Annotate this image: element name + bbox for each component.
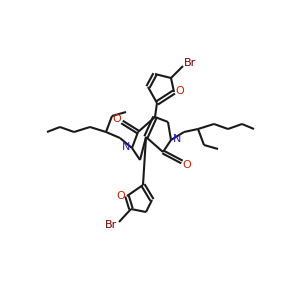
Text: O: O <box>183 160 191 170</box>
Text: Br: Br <box>105 220 117 230</box>
Text: Br: Br <box>184 58 196 68</box>
Text: O: O <box>112 114 122 124</box>
Text: O: O <box>176 86 184 96</box>
Text: N: N <box>173 134 181 144</box>
Text: N: N <box>122 142 130 152</box>
Text: O: O <box>117 191 125 201</box>
